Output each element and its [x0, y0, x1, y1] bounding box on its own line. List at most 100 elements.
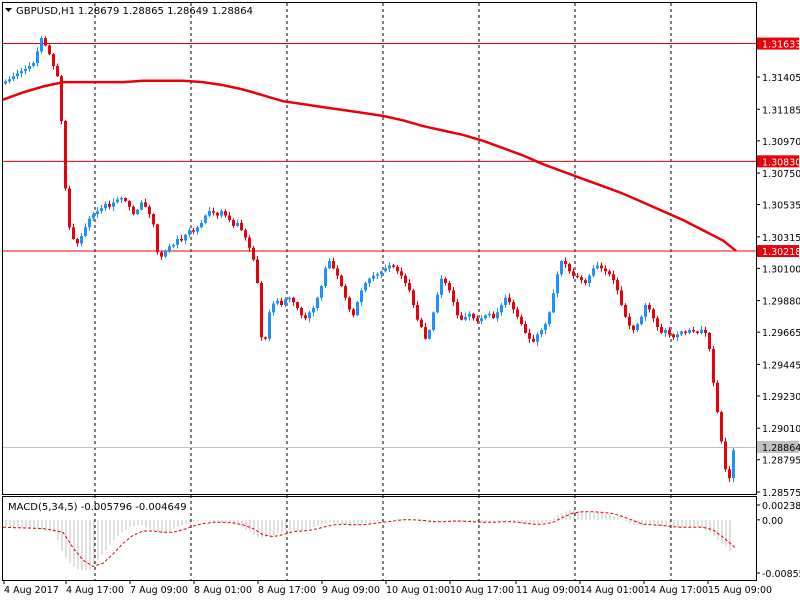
- candle[interactable]: [424, 322, 427, 340]
- candle[interactable]: [260, 281, 263, 341]
- candle[interactable]: [332, 257, 335, 270]
- candle[interactable]: [712, 345, 715, 387]
- candle[interactable]: [724, 437, 727, 472]
- candle[interactable]: [440, 275, 443, 299]
- candle[interactable]: [32, 61, 35, 68]
- candle[interactable]: [192, 228, 195, 235]
- candle[interactable]: [652, 307, 655, 323]
- candle[interactable]: [568, 262, 571, 274]
- candle[interactable]: [84, 223, 87, 238]
- candle[interactable]: [184, 234, 187, 245]
- candle[interactable]: [428, 329, 431, 340]
- candle[interactable]: [268, 309, 271, 342]
- candle[interactable]: [188, 227, 191, 238]
- candle[interactable]: [704, 326, 707, 337]
- candle[interactable]: [216, 212, 219, 219]
- candle[interactable]: [560, 260, 563, 277]
- candle[interactable]: [100, 204, 103, 214]
- candle[interactable]: [316, 296, 319, 311]
- candle[interactable]: [664, 328, 667, 337]
- candle[interactable]: [456, 298, 459, 319]
- candle[interactable]: [252, 245, 255, 262]
- candle[interactable]: [728, 465, 731, 483]
- candle[interactable]: [220, 209, 223, 218]
- candle[interactable]: [4, 79, 7, 85]
- candle[interactable]: [212, 207, 215, 216]
- candle[interactable]: [232, 218, 235, 228]
- candle[interactable]: [312, 305, 315, 317]
- candle[interactable]: [336, 265, 339, 280]
- candle[interactable]: [180, 234, 183, 243]
- candle[interactable]: [640, 315, 643, 326]
- candle[interactable]: [616, 277, 619, 295]
- candle[interactable]: [524, 320, 527, 334]
- candle[interactable]: [300, 306, 303, 319]
- candle[interactable]: [148, 204, 151, 218]
- candle[interactable]: [80, 232, 83, 247]
- candle[interactable]: [648, 302, 651, 313]
- candle[interactable]: [548, 311, 551, 327]
- candle[interactable]: [200, 220, 203, 229]
- candle[interactable]: [204, 214, 207, 225]
- candle[interactable]: [16, 69, 19, 79]
- candle[interactable]: [276, 298, 279, 306]
- candle[interactable]: [176, 235, 179, 249]
- candle[interactable]: [412, 288, 415, 308]
- candle[interactable]: [360, 288, 363, 306]
- candle[interactable]: [436, 292, 439, 314]
- candle[interactable]: [536, 332, 539, 346]
- candle[interactable]: [680, 330, 683, 337]
- candle[interactable]: [472, 312, 475, 321]
- candle[interactable]: [468, 311, 471, 321]
- candle[interactable]: [432, 311, 435, 332]
- candle[interactable]: [128, 200, 131, 211]
- candle[interactable]: [168, 243, 171, 253]
- candle[interactable]: [368, 277, 371, 287]
- candle[interactable]: [52, 52, 55, 70]
- candle[interactable]: [324, 266, 327, 288]
- candle[interactable]: [56, 63, 59, 77]
- candle[interactable]: [608, 269, 611, 277]
- candle[interactable]: [12, 72, 15, 81]
- candle[interactable]: [632, 324, 635, 334]
- candle[interactable]: [116, 196, 119, 204]
- candle[interactable]: [480, 315, 483, 325]
- candle[interactable]: [20, 67, 23, 78]
- candle[interactable]: [352, 308, 355, 318]
- candle[interactable]: [580, 275, 583, 284]
- candle[interactable]: [656, 315, 659, 331]
- candle[interactable]: [408, 279, 411, 293]
- candle[interactable]: [644, 302, 647, 321]
- candle[interactable]: [484, 314, 487, 320]
- candle[interactable]: [476, 315, 479, 324]
- candle[interactable]: [576, 273, 579, 279]
- candle[interactable]: [660, 323, 663, 335]
- candle[interactable]: [620, 286, 623, 307]
- candle[interactable]: [380, 270, 383, 279]
- candle[interactable]: [320, 284, 323, 301]
- candle[interactable]: [376, 272, 379, 279]
- candle[interactable]: [64, 120, 67, 191]
- candle[interactable]: [448, 280, 451, 293]
- candle[interactable]: [44, 36, 47, 47]
- candle[interactable]: [304, 312, 307, 321]
- candle[interactable]: [636, 322, 639, 333]
- candle[interactable]: [684, 330, 687, 336]
- candle[interactable]: [708, 332, 711, 352]
- candle[interactable]: [444, 277, 447, 286]
- candle[interactable]: [196, 225, 199, 235]
- candle[interactable]: [508, 293, 511, 305]
- candle[interactable]: [688, 328, 691, 335]
- candle[interactable]: [692, 326, 695, 333]
- candle[interactable]: [108, 200, 111, 210]
- candle[interactable]: [144, 198, 147, 208]
- candle[interactable]: [460, 312, 463, 321]
- candle[interactable]: [540, 328, 543, 338]
- candle[interactable]: [240, 219, 243, 232]
- candle[interactable]: [280, 297, 283, 307]
- candle[interactable]: [248, 235, 251, 252]
- candle[interactable]: [488, 311, 491, 318]
- candle[interactable]: [700, 326, 703, 335]
- candle[interactable]: [372, 271, 375, 282]
